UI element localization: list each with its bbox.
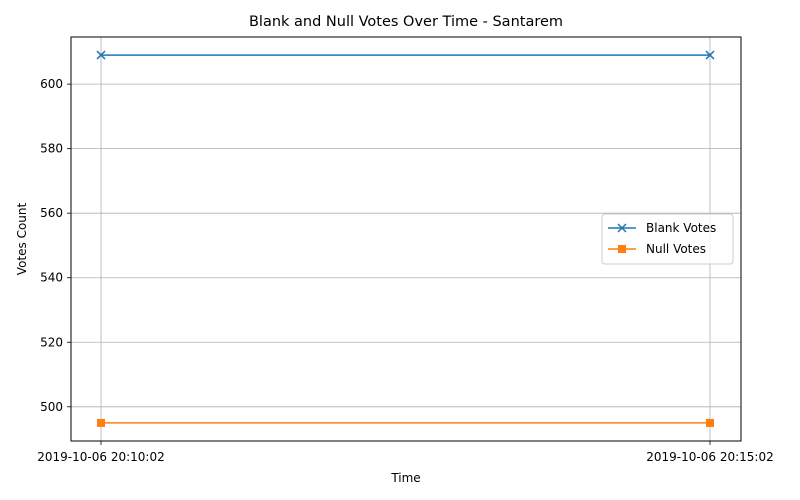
legend-box (601, 213, 734, 265)
y-tick-label: 580 (40, 142, 63, 156)
gridlines (71, 37, 741, 441)
data-point-null-votes (706, 418, 714, 427)
x-tick-label: 2019-10-06 20:15:02 (646, 450, 773, 464)
y-tick-label: 540 (40, 271, 63, 285)
legend-label-blank-votes: Blank Votes (646, 221, 716, 235)
legend-marker-null-votes (618, 245, 626, 253)
legend-label-null-votes: Null Votes (646, 242, 706, 256)
legend: Blank Votes Null Votes (601, 213, 734, 265)
series-layer (96, 50, 715, 427)
data-point-blank-votes (705, 50, 715, 60)
data-point-null-votes (97, 418, 105, 427)
y-axis-label: Votes Count (15, 203, 29, 276)
plot-frame (70, 36, 742, 442)
data-point-blank-votes (96, 50, 106, 60)
y-tick-label: 560 (40, 206, 63, 220)
y-tick-label: 500 (40, 400, 63, 414)
y-tick-label: 600 (40, 77, 63, 91)
legend-marker-blank-votes (617, 223, 627, 233)
x-axis-label: Time (390, 471, 420, 485)
y-tick-label: 520 (40, 335, 63, 349)
axis-ticks: 500 520 540 560 580 600 2019-10-06 20:10:02 201… (37, 77, 773, 464)
x-tick-label: 2019-10-06 20:10:02 (37, 450, 164, 464)
chart-title: Blank and Null Votes Over Time - Santare… (249, 14, 563, 30)
